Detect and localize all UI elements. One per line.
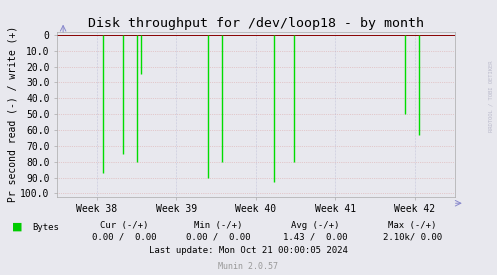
Text: Munin 2.0.57: Munin 2.0.57 xyxy=(219,262,278,271)
Text: 1.43 /  0.00: 1.43 / 0.00 xyxy=(283,232,348,241)
Text: 2.10k/ 0.00: 2.10k/ 0.00 xyxy=(383,232,442,241)
Text: Max (-/+): Max (-/+) xyxy=(388,221,437,230)
Text: Cur (-/+): Cur (-/+) xyxy=(100,221,149,230)
Text: Min (-/+): Min (-/+) xyxy=(194,221,243,230)
Title: Disk throughput for /dev/loop18 - by month: Disk throughput for /dev/loop18 - by mon… xyxy=(88,17,424,31)
Text: Avg (-/+): Avg (-/+) xyxy=(291,221,340,230)
Text: ■: ■ xyxy=(12,221,23,231)
Text: RRDTOOL / TOBI OETIKER: RRDTOOL / TOBI OETIKER xyxy=(488,60,493,132)
Text: 0.00 /  0.00: 0.00 / 0.00 xyxy=(92,232,157,241)
Y-axis label: Pr second read (-) / write (+): Pr second read (-) / write (+) xyxy=(7,26,17,202)
Text: Last update: Mon Oct 21 00:00:05 2024: Last update: Mon Oct 21 00:00:05 2024 xyxy=(149,246,348,255)
Text: Bytes: Bytes xyxy=(32,223,59,232)
Text: 0.00 /  0.00: 0.00 / 0.00 xyxy=(186,232,251,241)
